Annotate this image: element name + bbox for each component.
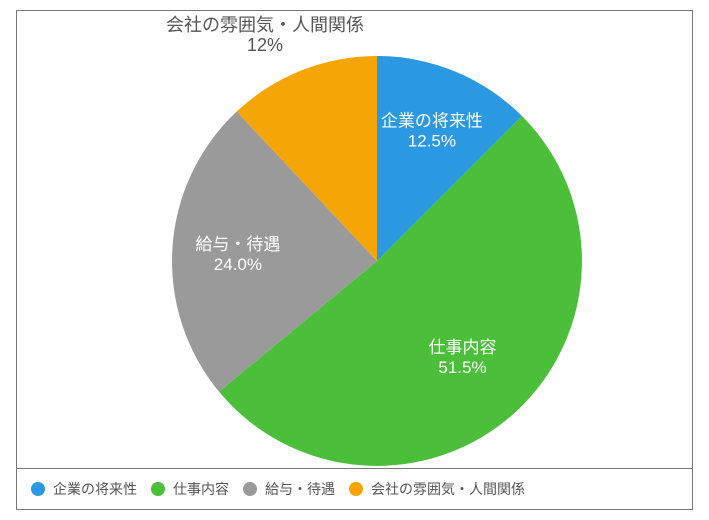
legend-item-future: 企業の将来性 <box>31 479 137 499</box>
legend-label-atmosphere: 会社の雰囲気・人間関係 <box>371 479 525 499</box>
legend: 企業の将来性 仕事内容 給与・待遇 会社の雰囲気・人間関係 <box>17 468 692 509</box>
legend-item-job_content: 仕事内容 <box>151 479 229 499</box>
legend-label-job_content: 仕事内容 <box>173 479 229 499</box>
slice-label-atmosphere: 会社の雰囲気・人間関係12% <box>166 15 364 55</box>
legend-item-atmosphere: 会社の雰囲気・人間関係 <box>349 479 525 499</box>
legend-marker-atmosphere <box>349 482 363 496</box>
slice-label-job_content: 仕事内容51.5% <box>429 338 497 377</box>
pie-chart: 企業の将来性12.5%仕事内容51.5%給与・待遇24.0%会社の雰囲気・人間関… <box>17 11 692 469</box>
legend-label-future: 企業の将来性 <box>53 479 137 499</box>
pie-chart-card: 企業の将来性12.5%仕事内容51.5%給与・待遇24.0%会社の雰囲気・人間関… <box>16 10 693 510</box>
pie-chart-area: 企業の将来性12.5%仕事内容51.5%給与・待遇24.0%会社の雰囲気・人間関… <box>17 11 692 469</box>
legend-item-salary: 給与・待遇 <box>243 479 335 499</box>
legend-marker-future <box>31 482 45 496</box>
legend-marker-job_content <box>151 482 165 496</box>
legend-label-salary: 給与・待遇 <box>265 479 335 499</box>
legend-marker-salary <box>243 482 257 496</box>
